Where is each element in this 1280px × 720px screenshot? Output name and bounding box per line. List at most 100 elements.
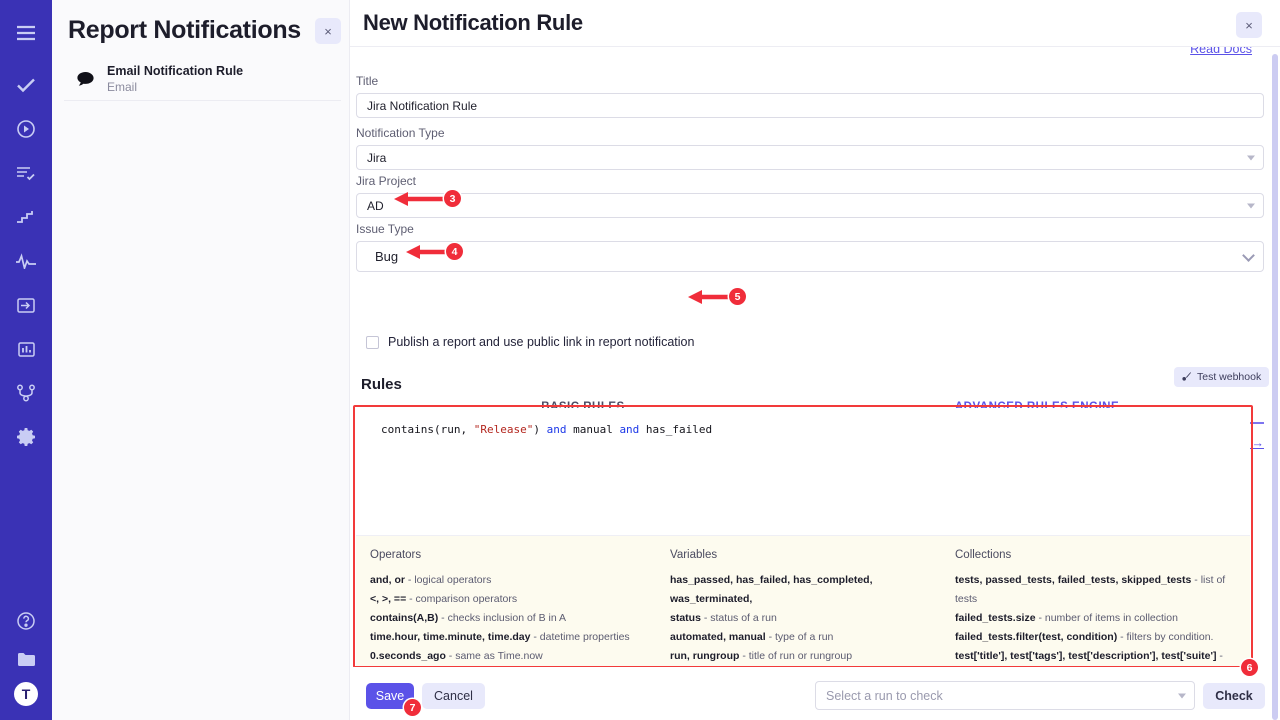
title-field-label: Title bbox=[356, 74, 379, 88]
play-circle-icon[interactable] bbox=[0, 110, 52, 148]
annotation-arrow-5 bbox=[688, 290, 732, 304]
jira-project-label: Jira Project bbox=[356, 174, 417, 188]
page-title: Report Notifications bbox=[68, 16, 301, 44]
help-desc: - list of tests bbox=[955, 574, 1226, 605]
marker-badge-6: 6 bbox=[1241, 659, 1258, 676]
list-item[interactable]: Email Notification Rule Email bbox=[64, 57, 341, 101]
checkbox-box[interactable] bbox=[366, 335, 379, 349]
chevron-down-icon bbox=[1242, 248, 1255, 262]
help-term: test['title'], test['tags'], test['descr… bbox=[955, 650, 1217, 662]
help-term: time.hour, time.minute, time.day bbox=[370, 631, 531, 643]
help-desc: - type of a run bbox=[765, 631, 834, 643]
rule-expression-code: contains(run, "Release") and manual and … bbox=[381, 423, 712, 436]
close-drawer-button[interactable]: × bbox=[1236, 12, 1262, 38]
help-desc: - datetime properties bbox=[530, 631, 630, 643]
read-docs-link-clipped[interactable]: Read Docs bbox=[1190, 47, 1252, 56]
title-input[interactable]: Jira Notification Rule bbox=[356, 93, 1264, 118]
help-row: 0.seconds_ago - same as Time.now bbox=[370, 647, 642, 666]
list-item-title: Email Notification Rule bbox=[107, 63, 244, 78]
issue-type-select[interactable]: Bug bbox=[356, 241, 1264, 272]
check-button[interactable]: Check bbox=[1203, 683, 1265, 709]
comment-icon bbox=[76, 71, 95, 87]
login-icon[interactable] bbox=[0, 286, 52, 324]
jira-project-field: Jira Project AD bbox=[356, 174, 1264, 218]
code-token-keyword: and bbox=[546, 423, 567, 436]
help-term: and, or bbox=[370, 574, 406, 586]
avatar[interactable]: T bbox=[14, 682, 38, 706]
avatar-initial: T bbox=[21, 686, 31, 702]
rule-expression-editor[interactable]: contains(run, "Release") and manual and … bbox=[356, 408, 1250, 536]
notification-type-select[interactable]: Jira bbox=[356, 145, 1264, 170]
annotation-arrow-3 bbox=[394, 192, 450, 206]
help-variables-title: Variables bbox=[670, 549, 718, 561]
issue-type-value: Bug bbox=[375, 249, 399, 264]
notification-type-value: Jira bbox=[367, 150, 387, 165]
list-check-icon[interactable] bbox=[0, 154, 52, 192]
code-token-plain: contains(run, bbox=[381, 423, 474, 436]
title-field: Title Jira Notification Rule bbox=[356, 74, 1264, 118]
help-desc: - title of run or rungroup bbox=[739, 650, 853, 662]
primary-nav-rail: T bbox=[0, 0, 52, 720]
chart-icon[interactable] bbox=[0, 330, 52, 368]
help-row: test['title'], test['tags'], test['descr… bbox=[955, 647, 1236, 667]
code-token-plain: ) bbox=[533, 423, 547, 436]
notification-type-field: Notification Type Jira bbox=[356, 126, 1264, 170]
expression-help-panel: Operators and, or - logical operators <,… bbox=[356, 536, 1250, 666]
marker-badge-3: 3 bbox=[444, 190, 461, 207]
help-row: time.hour, time.minute, time.day - datet… bbox=[370, 628, 642, 647]
help-term: 0.seconds_ago bbox=[370, 650, 446, 662]
drawer-header: New Notification Rule × bbox=[350, 0, 1280, 47]
code-token-string: "Release" bbox=[473, 423, 534, 436]
help-row: failed_tests.size - number of items in c… bbox=[955, 609, 1236, 628]
publish-checkbox-label: Publish a report and use public link in … bbox=[388, 335, 695, 349]
help-term: status bbox=[670, 612, 701, 624]
page-scrollbar[interactable] bbox=[1272, 54, 1278, 720]
run-select-placeholder: Select a run to check bbox=[826, 688, 943, 703]
run-select[interactable]: Select a run to check bbox=[815, 681, 1195, 710]
webhook-icon bbox=[1182, 371, 1192, 384]
code-token-plain: manual bbox=[566, 423, 620, 436]
activity-icon[interactable] bbox=[0, 242, 52, 280]
menu-icon[interactable] bbox=[0, 14, 52, 52]
help-term: contains(A,B) bbox=[370, 612, 439, 624]
list-item-subtitle: Email bbox=[107, 79, 138, 94]
rules-heading: Rules bbox=[361, 376, 402, 393]
cancel-button[interactable]: Cancel bbox=[422, 683, 485, 709]
help-term: run, rungroup bbox=[670, 650, 740, 662]
branch-icon[interactable] bbox=[0, 374, 52, 412]
drawer-title: New Notification Rule bbox=[363, 10, 583, 35]
help-desc: - filters by condition. bbox=[1117, 631, 1214, 643]
folder-icon[interactable] bbox=[0, 640, 52, 678]
chevron-down-icon bbox=[1178, 693, 1186, 698]
help-desc: - comparison operators bbox=[406, 593, 518, 605]
help-desc: - status of a run bbox=[700, 612, 777, 624]
help-term: tests, passed_tests, failed_tests, skipp… bbox=[955, 574, 1192, 586]
steps-icon[interactable] bbox=[0, 198, 52, 236]
jira-project-value: AD bbox=[367, 198, 384, 213]
help-term: automated, manual bbox=[670, 631, 766, 643]
help-circle-icon[interactable] bbox=[0, 602, 52, 640]
issue-type-label: Issue Type bbox=[356, 222, 414, 236]
help-row: contains(A,B) - checks inclusion of B in… bbox=[370, 609, 642, 628]
help-collections-title: Collections bbox=[955, 549, 1012, 561]
help-row: tests, passed_tests, failed_tests, skipp… bbox=[955, 571, 1236, 609]
test-webhook-label: Test webhook bbox=[1197, 371, 1262, 383]
test-webhook-button[interactable]: Test webhook bbox=[1174, 367, 1270, 387]
help-row: status - status of a run bbox=[670, 609, 927, 628]
gear-icon[interactable] bbox=[0, 418, 52, 456]
check-icon[interactable] bbox=[0, 66, 52, 104]
help-desc: - logical operators bbox=[405, 574, 492, 586]
publish-checkbox[interactable]: Publish a report and use public link in … bbox=[366, 335, 694, 349]
help-column-operators: Operators and, or - logical operators <,… bbox=[356, 536, 656, 666]
jira-project-select[interactable]: AD bbox=[356, 193, 1264, 218]
close-panel-button[interactable]: × bbox=[315, 18, 341, 44]
notification-type-label: Notification Type bbox=[356, 126, 445, 140]
help-desc: - same as Time.now bbox=[445, 650, 543, 662]
code-token-keyword: and bbox=[619, 423, 640, 436]
report-notifications-panel: Report Notifications × Email Notificatio… bbox=[52, 0, 350, 720]
help-column-collections: Collections tests, passed_tests, failed_… bbox=[941, 536, 1250, 666]
annotation-arrow-4 bbox=[406, 245, 452, 259]
help-term: failed_tests.filter(test, condition) bbox=[955, 631, 1118, 643]
help-desc: - checks inclusion of B in A bbox=[438, 612, 567, 624]
